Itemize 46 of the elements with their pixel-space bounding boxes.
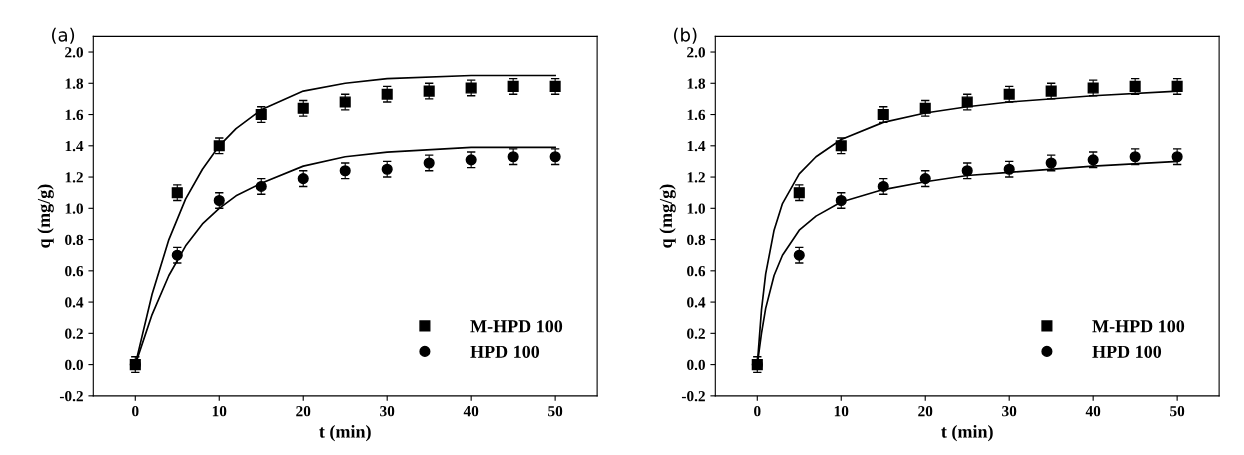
y-tick-label: 2.0 <box>687 47 705 58</box>
text: (b) <box>674 27 697 44</box>
x-tick-label: 20 <box>296 406 311 417</box>
x-axis-title: t (min) <box>941 424 993 442</box>
y-axis-title: q (mg/g) <box>659 184 676 248</box>
x-axis-title: t (min) <box>319 424 371 442</box>
y-tick-label: 0.2 <box>687 328 705 339</box>
y-tick-label: 1.4 <box>687 141 706 152</box>
y-tick-label: 0.0 <box>65 359 83 371</box>
y-tick-label: 1.0 <box>687 203 705 214</box>
x-tick-label: 50 <box>1170 406 1185 417</box>
y-tick-label: 0.6 <box>687 265 706 277</box>
y-tick-label: 2.0 <box>65 47 83 58</box>
legend-label: M-HPD 100 <box>470 320 563 333</box>
x-tick-label: 30 <box>380 406 395 417</box>
y-tick-label: 0.0 <box>687 359 705 371</box>
x-tick-label: 0 <box>132 406 139 417</box>
legend-label: M-HPD 100 <box>1092 320 1185 333</box>
y-tick-label: -0.2 <box>59 390 83 402</box>
y-tick-label: 1.6 <box>687 109 706 121</box>
y-tick-label: 1.2 <box>687 172 705 183</box>
legend-label: HPD 100 <box>1092 345 1162 358</box>
x-tick-label: 0 <box>754 406 761 417</box>
y-tick-label: 1.8 <box>65 78 84 89</box>
y-tick-label: 0.4 <box>65 297 84 308</box>
y-tick-label: 1.0 <box>65 203 83 214</box>
y-tick-label: -0.2 <box>681 390 705 402</box>
x-tick-label: 10 <box>212 406 227 417</box>
y-tick-label: 0.6 <box>65 265 84 277</box>
x-tick-label: 40 <box>1085 406 1101 417</box>
x-tick-label: 20 <box>918 406 933 417</box>
y-tick-label: 0.4 <box>687 297 706 308</box>
x-tick-label: 30 <box>1002 406 1017 417</box>
x-tick-label: 40 <box>463 406 479 417</box>
y-tick-label: 1.8 <box>687 78 706 89</box>
y-tick-label: 1.2 <box>65 172 83 183</box>
legend-label: HPD 100 <box>470 345 540 358</box>
y-axis-title: q (mg/g) <box>37 184 54 248</box>
x-tick-label: 50 <box>548 406 563 417</box>
text: (a) <box>52 27 75 44</box>
x-tick-label: 10 <box>834 406 849 417</box>
y-tick-label: 0.8 <box>687 234 706 246</box>
y-tick-label: 0.2 <box>65 328 83 339</box>
y-tick-label: 1.4 <box>65 141 84 152</box>
y-tick-label: 1.6 <box>65 109 84 121</box>
y-tick-label: 0.8 <box>65 234 84 246</box>
